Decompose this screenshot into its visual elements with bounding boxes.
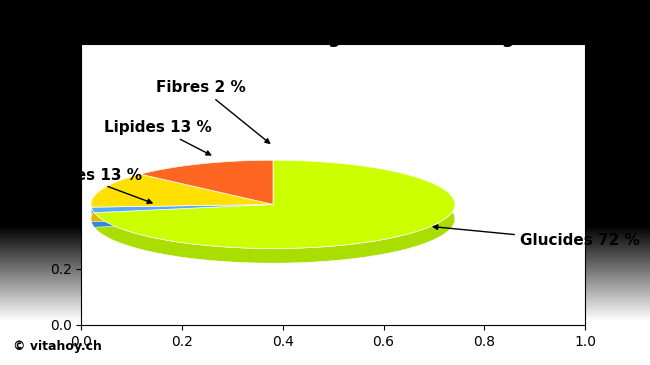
Text: Glucides 72 %: Glucides 72 % <box>434 225 640 249</box>
Text: Fibres 2 %: Fibres 2 % <box>156 80 270 143</box>
PathPatch shape <box>91 174 273 222</box>
Text: Lipides 13 %: Lipides 13 % <box>104 120 212 155</box>
PathPatch shape <box>140 160 273 219</box>
PathPatch shape <box>92 204 273 227</box>
PathPatch shape <box>94 160 455 249</box>
Text: Protéines 13 %: Protéines 13 % <box>13 168 152 203</box>
PathPatch shape <box>92 204 273 213</box>
Text: © vitahoy.ch: © vitahoy.ch <box>13 341 102 353</box>
PathPatch shape <box>94 160 455 263</box>
PathPatch shape <box>140 160 273 204</box>
PathPatch shape <box>91 174 273 207</box>
Text: Distribution de calories: M-Budget Zwieback (Migros): Distribution de calories: M-Budget Zwieb… <box>13 29 554 47</box>
